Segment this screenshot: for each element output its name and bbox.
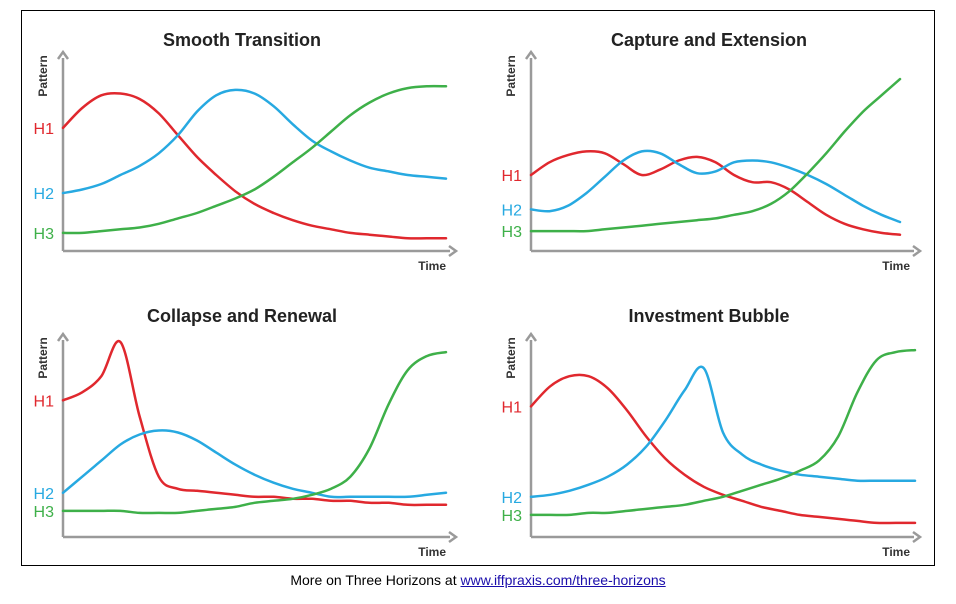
series-line-h2 (529, 365, 917, 499)
series-line-h3 (61, 350, 448, 515)
series-line-h3 (61, 84, 448, 235)
y-axis-arrow (56, 49, 70, 60)
series-line-h2 (529, 149, 902, 224)
x-axis-arrow (448, 244, 459, 258)
series-label-h2: H2 (502, 202, 523, 219)
series-label-h3: H3 (34, 504, 55, 521)
x-axis-arrow (448, 530, 459, 544)
x-axis-title: Time (418, 259, 446, 273)
x-axis-arrow (912, 530, 923, 544)
chart-panel: Smooth Transition Time Pattern H1 H2 H3 (34, 30, 459, 273)
series-label-h2: H2 (34, 486, 55, 503)
chart-title: Capture and Extension (611, 30, 807, 50)
series-label-h3: H3 (34, 226, 55, 243)
series-line-h1 (61, 339, 448, 507)
series-line-h3 (529, 77, 902, 233)
chart-title: Collapse and Renewal (147, 306, 337, 326)
y-axis-arrow (56, 331, 70, 342)
y-axis-title: Pattern (504, 55, 518, 96)
series-label-h3: H3 (502, 224, 523, 241)
series-label-h2: H2 (34, 186, 55, 203)
x-axis-arrow (912, 244, 923, 258)
y-axis-title: Pattern (36, 55, 50, 96)
chart-title: Smooth Transition (163, 30, 321, 50)
footer-note: More on Three Horizons at www.iffpraxis.… (0, 572, 956, 588)
series-line-h2 (61, 88, 448, 195)
series-label-h1: H1 (34, 121, 55, 138)
series-line-h1 (61, 91, 448, 240)
series-line-h1 (529, 150, 902, 236)
y-axis-title: Pattern (36, 337, 50, 378)
series-label-h3: H3 (502, 508, 523, 525)
series-line-h3 (529, 348, 917, 517)
y-axis-title: Pattern (504, 337, 518, 378)
x-axis-title: Time (418, 545, 446, 559)
series-line-h2 (61, 429, 448, 499)
series-line-h1 (529, 373, 917, 525)
x-axis-title: Time (882, 545, 910, 559)
figure-frame (21, 10, 935, 566)
series-label-h1: H1 (502, 399, 523, 416)
chart-panel: Capture and Extension Time Pattern H1 H2 H3 (502, 30, 923, 273)
series-label-h1: H1 (34, 393, 55, 410)
y-axis-arrow (524, 49, 538, 60)
series-label-h1: H1 (502, 168, 523, 185)
x-axis-title: Time (882, 259, 910, 273)
chart-title: Investment Bubble (628, 306, 789, 326)
footer-prefix: More on Three Horizons at (290, 572, 461, 588)
footer-link[interactable]: www.iffpraxis.com/three-horizons (460, 572, 666, 588)
series-label-h2: H2 (502, 490, 523, 507)
y-axis-arrow (524, 331, 538, 342)
